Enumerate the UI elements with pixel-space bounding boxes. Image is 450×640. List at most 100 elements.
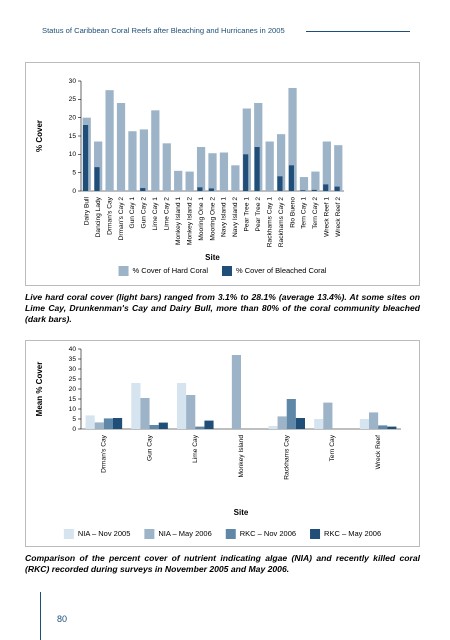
legend-label: % Cover of Hard Coral xyxy=(133,266,209,275)
bar xyxy=(162,143,171,191)
bar xyxy=(174,170,183,191)
x-tick-label: Lime Cay 2 xyxy=(164,197,171,231)
x-tick-label: Rio Bueno xyxy=(289,197,296,228)
x-tick-label: Pear Tree 2 xyxy=(255,197,262,232)
bar xyxy=(128,131,137,191)
y-tick-label: 20 xyxy=(69,386,77,393)
x-tick-label: Drman's Cay 2 xyxy=(118,197,125,241)
bar xyxy=(323,402,333,429)
legend: % Cover of Hard Coral % Cover of Bleached… xyxy=(118,266,327,276)
bar xyxy=(151,110,160,191)
bar xyxy=(208,188,214,191)
bar xyxy=(265,141,274,191)
bar xyxy=(131,383,141,429)
bar xyxy=(359,419,369,429)
bar xyxy=(185,171,194,191)
bar xyxy=(177,383,187,429)
bar xyxy=(140,188,146,191)
legend-swatch xyxy=(118,266,129,276)
x-tick-label: Lime Cay 1 xyxy=(152,197,159,231)
caption: Live hard coral cover (light bars) range… xyxy=(25,292,420,324)
bar xyxy=(277,416,287,429)
bar xyxy=(103,418,113,429)
y-tick-label: 10 xyxy=(69,151,77,158)
x-tick-label: Lime Cay xyxy=(192,434,199,463)
y-tick-label: 30 xyxy=(69,78,77,85)
bar xyxy=(334,145,343,191)
bar xyxy=(311,189,317,191)
y-tick-label: 5 xyxy=(72,169,76,176)
x-tick-label: Gun Cay 1 xyxy=(129,197,136,229)
legend-label: RKC – May 2006 xyxy=(324,529,381,538)
bar xyxy=(149,425,159,429)
bar xyxy=(94,422,104,429)
y-tick-label: 0 xyxy=(72,426,76,433)
y-tick-label: 10 xyxy=(69,406,77,413)
y-tick-label: 15 xyxy=(69,133,77,140)
bar xyxy=(242,108,251,191)
bar xyxy=(140,398,150,429)
bar xyxy=(288,165,294,191)
legend-label: NIA – May 2006 xyxy=(158,529,211,538)
bar xyxy=(243,154,249,191)
x-tick-label: Tern Cay 2 xyxy=(312,197,319,229)
bar xyxy=(231,165,240,191)
bar xyxy=(286,399,296,429)
y-tick-label: 40 xyxy=(69,346,77,353)
bar xyxy=(208,153,217,191)
y-tick-label: 0 xyxy=(72,188,76,195)
bar xyxy=(204,420,214,429)
x-tick-label: Dancing Lady xyxy=(95,196,102,237)
bar xyxy=(300,190,306,191)
bar xyxy=(314,419,324,429)
x-axis-label: Site xyxy=(205,253,220,262)
y-tick-label: 30 xyxy=(69,366,77,373)
x-tick-label: Gun Cay 2 xyxy=(141,197,148,229)
header-rule xyxy=(306,31,410,32)
bar xyxy=(299,177,309,191)
x-tick-label: Gun Cay xyxy=(146,434,153,461)
x-tick-label: Rackhams Cay xyxy=(283,434,290,479)
legend: NIA – Nov 2005 NIA – May 2006 RKC – Nov 20… xyxy=(63,529,381,539)
page-number: 80 xyxy=(57,614,68,624)
legend-swatch xyxy=(144,529,155,539)
bar xyxy=(139,129,149,191)
bar xyxy=(276,134,286,191)
bar xyxy=(105,90,114,191)
x-tick-label: Tern Cay xyxy=(329,434,336,461)
x-tick-label: Navy Island 1 xyxy=(221,197,228,237)
bar xyxy=(288,87,297,191)
bar xyxy=(295,418,305,429)
legend-label: % Cover of Bleached Coral xyxy=(236,266,327,275)
bar xyxy=(277,176,283,191)
y-axis-label: Mean % Cover xyxy=(35,362,44,417)
x-axis-label: Site xyxy=(234,508,249,517)
bar xyxy=(196,147,206,191)
bar xyxy=(311,171,320,191)
x-tick-label: Tern Cay 1 xyxy=(301,197,308,229)
bar xyxy=(85,415,95,429)
bar xyxy=(94,167,100,191)
bar xyxy=(94,141,103,191)
legend-swatch xyxy=(63,529,74,539)
x-tick-label: Wreck Reef 2 xyxy=(335,197,342,237)
bar xyxy=(369,412,379,429)
running-header: Status of Caribbean Coral Reefs after Bl… xyxy=(42,26,285,35)
bar xyxy=(387,426,397,429)
bar xyxy=(219,152,229,191)
legend-label: NIA – Nov 2005 xyxy=(78,529,131,538)
legend-swatch xyxy=(221,266,232,276)
bar xyxy=(378,425,388,429)
page-rule xyxy=(40,592,41,640)
legend-swatch xyxy=(225,529,236,539)
x-tick-label: Mooring One 2 xyxy=(209,197,216,241)
y-tick-label: 5 xyxy=(72,416,76,423)
caption: Comparison of the percent cover of nutri… xyxy=(25,553,420,574)
x-tick-label: Wreck Reef 1 xyxy=(324,197,331,237)
bar xyxy=(323,184,329,191)
x-tick-label: Pear Tree 1 xyxy=(244,197,251,232)
y-axis-label: % Cover xyxy=(35,120,44,152)
y-tick-label: 25 xyxy=(69,376,77,383)
x-tick-label: Navy Island 2 xyxy=(232,197,239,237)
